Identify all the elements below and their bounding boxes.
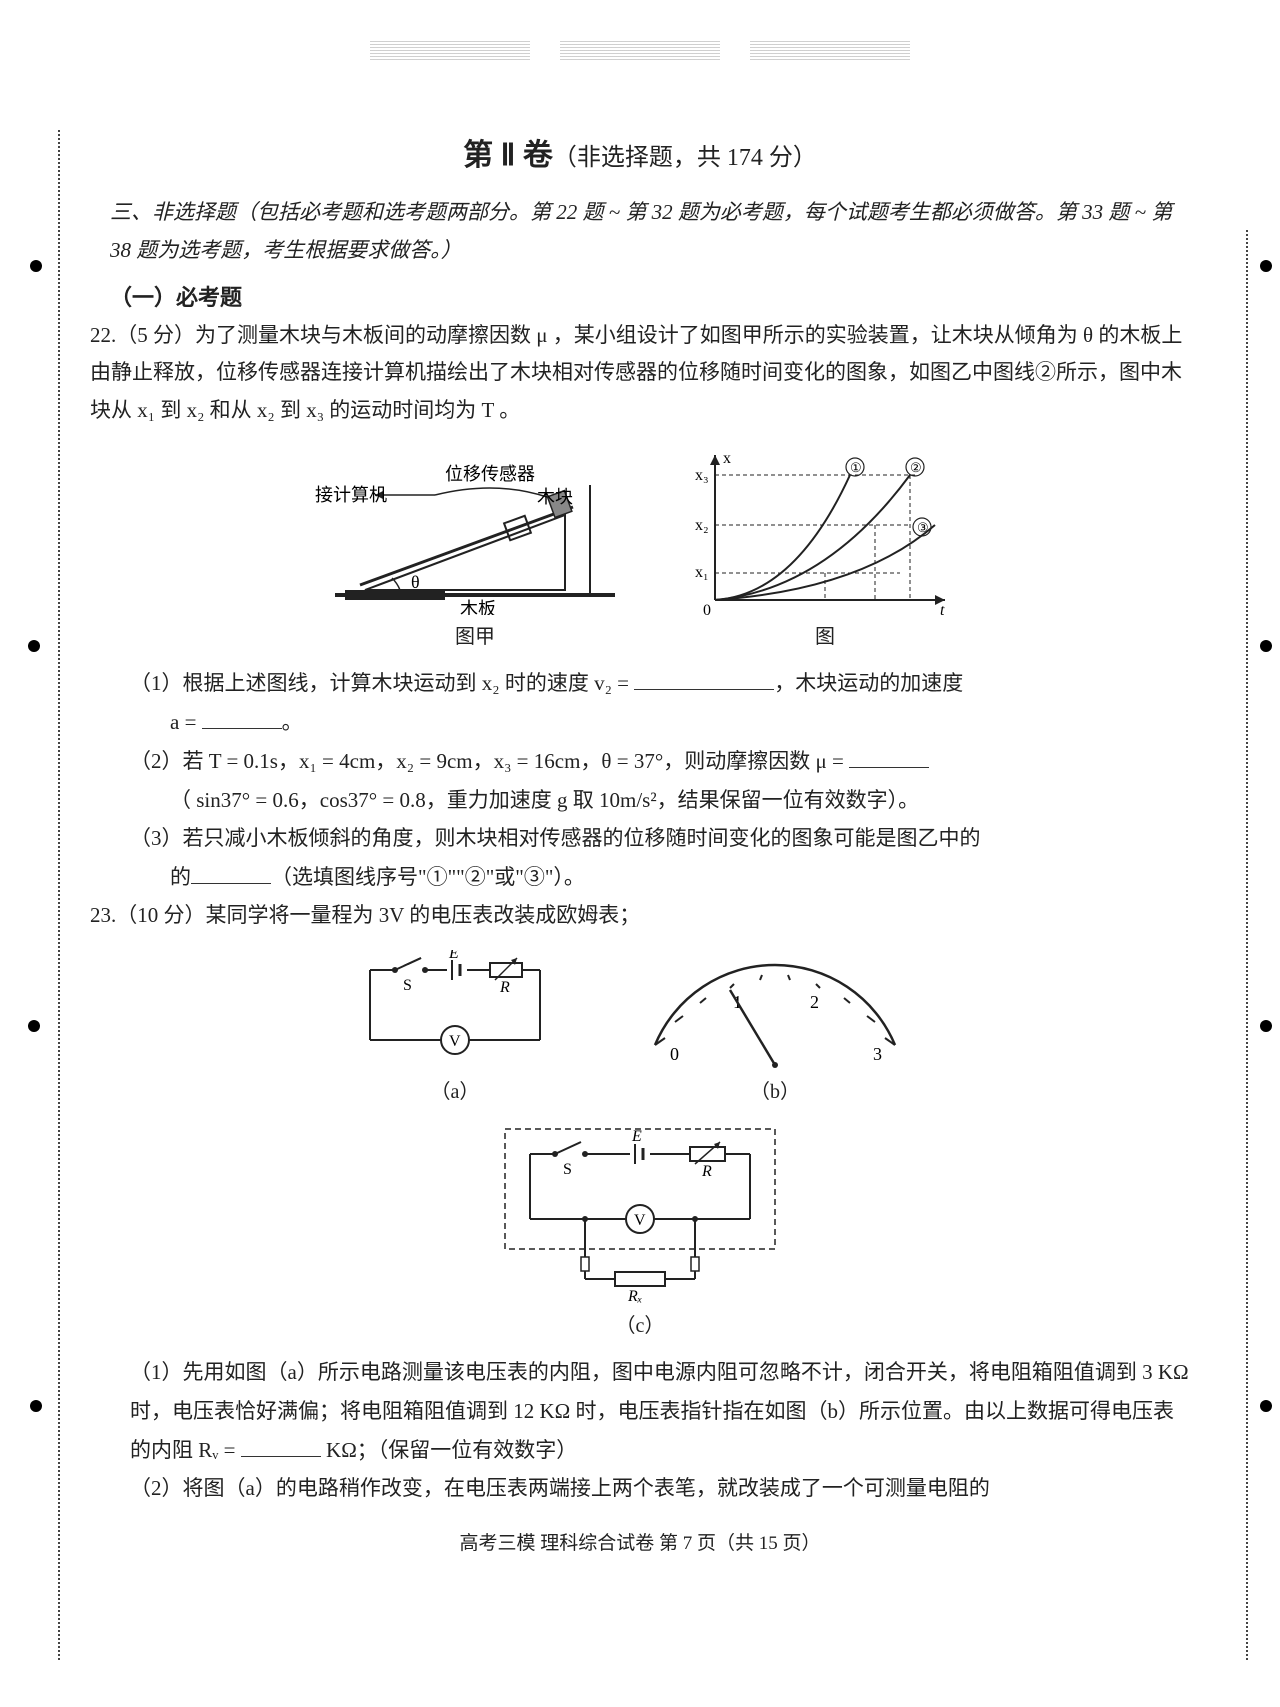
v-label: V	[449, 1033, 461, 1050]
q22-figures: θ 接计算机 位移传感器 木块 木板 图甲	[90, 445, 1190, 649]
q23-sub1: （1）先用如图（a）所示电路测量该电压表的内阻，图中电源内阻可忽略不计，闭合开关…	[130, 1353, 1190, 1470]
q22-s2a: （2）若 T = 0.1s，x₁ = 4cm，x₂ = 9cm，x₃ = 16c…	[130, 749, 849, 773]
figure-b-caption: （b）	[615, 1075, 935, 1104]
q22-s2b: （ sin37° = 0.6，cos37° = 0.8，重力加速度 g 取 10…	[170, 788, 919, 812]
computer-label: 接计算机	[315, 485, 387, 505]
title-sub: （非选择题，共 174 分）	[553, 145, 817, 171]
q22-sub3b: 的（选填图线序号"①""②"或"③"）。	[130, 858, 1190, 897]
rx-label: Rₓ	[627, 1288, 642, 1304]
q22-num: 22.	[90, 323, 116, 347]
r-label: R	[499, 979, 510, 996]
s-label: S	[403, 977, 412, 994]
blank	[191, 862, 271, 884]
v-label-c: V	[634, 1212, 646, 1229]
q23-num: 23.	[90, 903, 116, 927]
x2-label: x₂	[695, 517, 709, 534]
x1-label: x₁	[695, 564, 709, 581]
figure-c-caption: （c）	[490, 1309, 790, 1338]
blank	[849, 746, 929, 768]
blank	[202, 707, 282, 729]
section-title: 第 Ⅱ 卷（非选择题，共 174 分）	[90, 130, 1190, 174]
figure-jia: θ 接计算机 位移传感器 木块 木板 图甲	[315, 445, 635, 649]
top-decoration	[90, 40, 1190, 70]
q22-sub3: （3）若只减小木板倾斜的角度，则木块相对传感器的位移随时间变化的图象可能是图乙中…	[130, 819, 1190, 858]
q22-s1a: （1）根据上述图线，计算木块运动到 x₂ 时的速度 v₂ =	[130, 671, 634, 695]
page-footer: 高考三模 理科综合试卷 第 7 页（共 15 页）	[90, 1528, 1190, 1555]
question-23: 23.（10 分）某同学将一量程为 3V 的电压表改装成欧姆表；	[90, 897, 1190, 935]
subsection-label: （一）必考题	[110, 280, 1190, 312]
figure-a: S E R V （a）	[345, 950, 565, 1104]
board-label: 木板	[460, 599, 496, 615]
curve3-label: ③	[917, 520, 929, 535]
figure-yi: x x₃ x₂ x₁ 0 t ① ② ③ 图	[685, 445, 965, 649]
q22-points: （5 分）	[116, 323, 195, 347]
q23-s2: （2）将图（a）的电路稍作改变，在电压表两端接上两个表笔，就改装成了一个可测量电…	[130, 1476, 990, 1500]
q22-s1c: a =	[170, 710, 202, 734]
q22-s3b: （选填图线序号"①""②"或"③"）。	[271, 865, 585, 889]
xaxis-label: t	[940, 602, 945, 615]
figure-c: S E R V	[490, 1119, 790, 1338]
origin-label: 0	[703, 602, 711, 615]
q23-sub2: （2）将图（a）的电路稍作改变，在电压表两端接上两个表笔，就改装成了一个可测量电…	[130, 1469, 1190, 1508]
x3-label: x₃	[695, 467, 709, 484]
n2: 2	[810, 992, 819, 1012]
q23-figure-c: S E R V	[90, 1119, 1190, 1338]
curve2-label: ②	[910, 460, 922, 475]
q22-text: 为了测量木块与木板间的动摩擦因数 μ ，某小组设计了如图甲所示的实验装置，让木块…	[90, 323, 1182, 423]
section-intro: 三、非选择题（包括必考题和选考题两部分。第 22 题 ~ 第 32 题为必考题，…	[110, 194, 1190, 270]
n0: 0	[670, 1044, 679, 1064]
title-main: 第 Ⅱ 卷	[463, 139, 553, 172]
page-container: 第 Ⅱ 卷（非选择题，共 174 分） 三、非选择题（包括必考题和选考题两部分。…	[0, 0, 1280, 1575]
blank	[634, 668, 774, 690]
question-22: 22.（5 分）为了测量木块与木板间的动摩擦因数 μ ，某小组设计了如图甲所示的…	[90, 317, 1190, 430]
e-label: E	[448, 950, 459, 962]
n3: 3	[873, 1044, 882, 1064]
curve1-label: ①	[850, 460, 862, 475]
q22-s1b: ，木块运动的加速度	[774, 671, 963, 695]
q23-s1b: KΩ；（保留一位有效数字）	[321, 1438, 578, 1462]
q22-s3a: （3）若只减小木板倾斜的角度，则木块相对传感器的位移随时间变化的图象可能是图乙中…	[130, 826, 981, 850]
q22-sub1c: a = 。	[130, 703, 1190, 742]
s-label-c: S	[563, 1161, 572, 1178]
q22-sub2: （2）若 T = 0.1s，x₁ = 4cm，x₂ = 9cm，x₃ = 16c…	[130, 742, 1190, 781]
q22-sub1: （1）根据上述图线，计算木块运动到 x₂ 时的速度 v₂ = ，木块运动的加速度	[130, 664, 1190, 703]
figure-a-caption: （a）	[345, 1075, 565, 1104]
r-label-c: R	[701, 1163, 712, 1180]
q22-s1d: 。	[282, 710, 303, 734]
q23-points: （10 分）	[116, 903, 205, 927]
q23-text: 某同学将一量程为 3V 的电压表改装成欧姆表；	[206, 903, 641, 927]
figure-b: 0 1 2 3 （b）	[615, 950, 935, 1104]
figure-jia-caption: 图甲	[315, 620, 635, 649]
sensor-label: 位移传感器	[445, 464, 535, 484]
yaxis-label: x	[723, 450, 731, 467]
theta-label: θ	[411, 572, 420, 592]
blank	[241, 1435, 321, 1457]
e-label-c: E	[631, 1128, 642, 1145]
figure-yi-caption: 图	[685, 620, 965, 649]
block-label: 木块	[537, 487, 573, 507]
q22-sub2b: （ sin37° = 0.6，cos37° = 0.8，重力加速度 g 取 10…	[130, 781, 1190, 820]
q23-figures-ab: S E R V （a）	[90, 950, 1190, 1104]
